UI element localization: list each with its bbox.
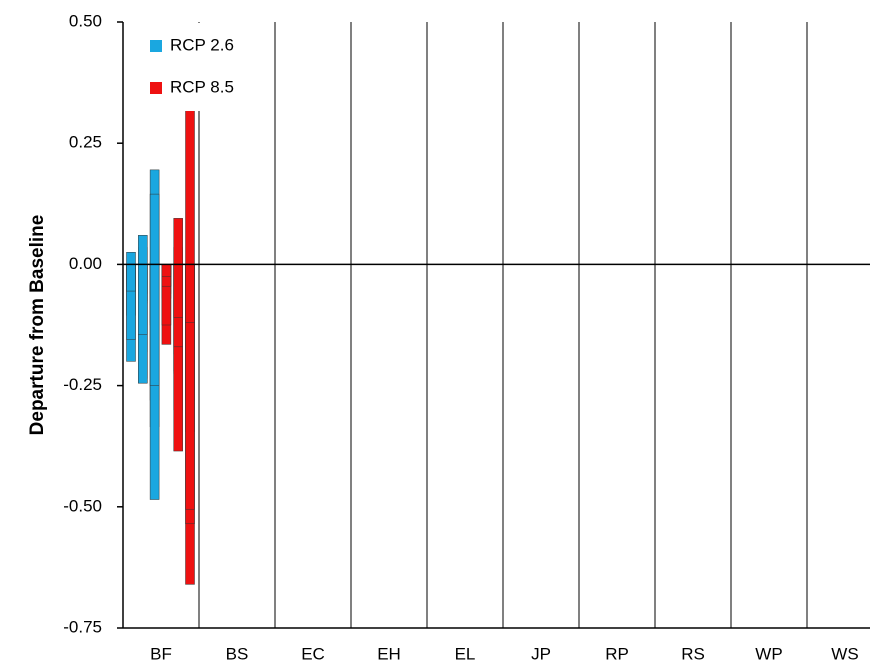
- bar: [161, 264, 172, 277]
- x-tick-label: WP: [755, 644, 782, 663]
- bar: [126, 252, 136, 265]
- x-tick-label: BF: [150, 644, 172, 663]
- y-tick-label: 0.50: [69, 11, 102, 30]
- x-tick-label: EH: [377, 644, 401, 663]
- legend-label: RCP 2.6: [170, 35, 234, 54]
- x-tick-label: EL: [455, 644, 476, 663]
- x-tick-label: RP: [605, 644, 629, 663]
- legend-swatch: [150, 82, 162, 94]
- bar: [126, 264, 136, 292]
- bar: [149, 264, 160, 386]
- x-tick-label: JP: [531, 644, 551, 663]
- legend-label: RCP 8.5: [170, 77, 234, 96]
- y-tick-label: -0.75: [63, 617, 102, 636]
- bar: [138, 264, 148, 335]
- bar: [173, 264, 183, 318]
- y-tick-label: 0.00: [69, 254, 102, 273]
- y-tick-label: 0.25: [69, 133, 102, 152]
- x-tick-label: WS: [831, 644, 858, 663]
- y-axis-title: Departure from Baseline: [27, 215, 48, 436]
- bar: [149, 193, 160, 265]
- bar: [173, 218, 183, 265]
- x-tick-label: BS: [226, 644, 249, 663]
- y-tick-label: -0.25: [63, 375, 102, 394]
- legend-background: [125, 23, 260, 111]
- legend-swatch: [150, 40, 162, 52]
- bar: [138, 235, 148, 265]
- y-tick-label: -0.50: [63, 496, 102, 515]
- bar: [185, 264, 195, 323]
- x-tick-label: EC: [301, 644, 325, 663]
- x-tick-label: RS: [681, 644, 705, 663]
- plot-area: [126, 22, 808, 628]
